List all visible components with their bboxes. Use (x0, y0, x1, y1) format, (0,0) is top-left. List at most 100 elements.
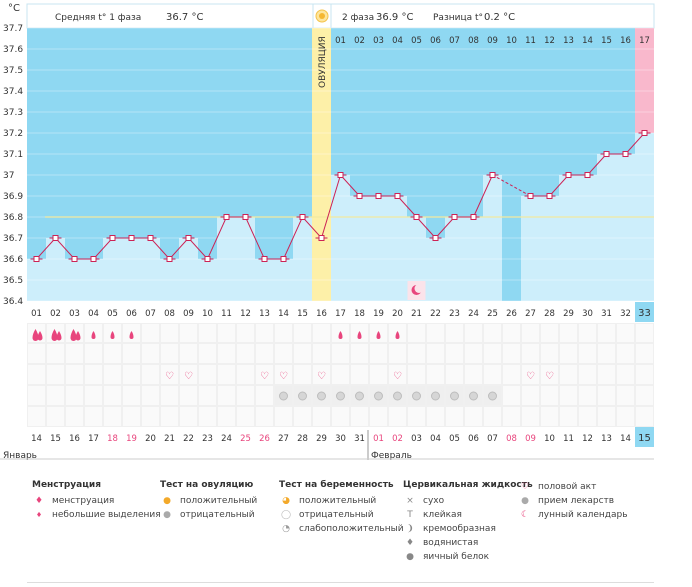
symbol-cell (141, 385, 160, 406)
symbol-cell (179, 385, 198, 406)
symbol-cell (122, 385, 141, 406)
temperature-point (166, 256, 173, 262)
luteal-day-label: 11 (525, 36, 536, 46)
symbol-cell (103, 385, 122, 406)
symbol-cell (46, 385, 65, 406)
symbol-cell (350, 343, 369, 364)
current-day-highlight (635, 302, 654, 322)
temperature-bar (369, 196, 388, 301)
luteal-day-label: 05 (411, 36, 422, 46)
symbol-cell (141, 364, 160, 385)
temperature-point (337, 172, 344, 178)
menstruation-heavy-icon (75, 331, 81, 341)
calendar-date-label: 24 (221, 434, 232, 444)
legend-item: ● положительный (160, 494, 257, 508)
symbol-cell (483, 364, 502, 385)
temperature-point (128, 235, 135, 241)
cycle-day-label: 06 (126, 309, 137, 319)
calendar-date-label: 08 (506, 434, 517, 444)
luteal-day-label: 02 (354, 36, 365, 46)
sky-column (46, 28, 65, 301)
pill-icon (488, 391, 497, 401)
cycle-day-label: 26 (506, 309, 517, 319)
legend-item: ● прием лекарств (518, 494, 628, 508)
symbol-cell (312, 406, 331, 427)
legend-pregnancy-test: Тест на беременность ◕ положительный ◯ отр… (279, 480, 404, 536)
pill-icon (469, 391, 478, 401)
pill-icon (279, 391, 288, 401)
month-start-label: Январь (3, 451, 37, 461)
menstruation-heavy-icon (70, 329, 77, 341)
temperature-point (261, 256, 268, 262)
symbol-cell (236, 364, 255, 385)
legend-label: небольшие выделения (52, 510, 161, 520)
pill-icon (374, 391, 383, 401)
heart-icon: ♡ (520, 482, 530, 492)
symbol-cell (407, 323, 426, 343)
temperature-point (356, 193, 363, 199)
symbol-cell (426, 323, 445, 343)
header-left-box (26, 3, 314, 29)
symbol-cell (445, 406, 464, 427)
temperature-bar (540, 196, 559, 301)
watery-icon: ♦ (405, 538, 415, 548)
symbol-cell (179, 364, 198, 385)
legend-label: сухо (423, 496, 445, 506)
temperature-point (242, 214, 249, 220)
symbol-cell (331, 406, 350, 427)
cycle-day-label: 21 (411, 309, 422, 319)
phase2-label: 2 фаза (342, 13, 374, 23)
cycle-day-label: 11 (221, 309, 232, 319)
calendar-date-label: 12 (582, 434, 593, 444)
calendar-date-label: 11 (563, 434, 574, 444)
symbol-cell (27, 364, 46, 385)
sun-negative-icon: ● (163, 510, 171, 520)
symbol-cell (616, 406, 635, 427)
symbol-cell (635, 406, 654, 427)
temperature-bar (179, 238, 198, 301)
symbol-cell (540, 343, 559, 364)
y-tick-label: 37.6 (3, 45, 23, 55)
temperature-bar (217, 217, 236, 301)
cycle-day-label: 22 (430, 309, 441, 319)
cycle-day-label: 17 (335, 309, 346, 319)
symbol-cell (160, 323, 179, 343)
pill-icon (393, 391, 402, 401)
temperature-bar (445, 217, 464, 301)
today-highlight (635, 427, 654, 447)
menstruation-heavy-icon (56, 331, 62, 341)
temperature-bar (141, 238, 160, 301)
menstruation-heavy-icon: ♦ (34, 496, 44, 506)
egg-white-icon: ● (406, 552, 414, 562)
luteal-day-label: 06 (430, 36, 441, 46)
temperature-point (527, 193, 534, 199)
cycle-day-label: 25 (487, 309, 498, 319)
symbol-cell (312, 343, 331, 364)
symbol-cell (578, 364, 597, 385)
y-tick-label: 37.4 (3, 87, 23, 97)
temperature-bar (521, 196, 540, 301)
month-next-label: Февраль (371, 451, 412, 461)
calendar-date-label: 09 (525, 434, 536, 444)
cycle-day-label: 20 (392, 309, 403, 319)
calendar-date-label: 13 (601, 434, 612, 444)
symbol-cell (103, 364, 122, 385)
cycle-day-label: 18 (354, 309, 365, 319)
symbol-cell (103, 406, 122, 427)
moon-icon: ☾ (520, 510, 530, 520)
symbol-cell (141, 406, 160, 427)
pill-icon (298, 391, 307, 401)
symbol-cell (27, 406, 46, 427)
temperature-point (470, 214, 477, 220)
menstruation-light-icon (338, 331, 343, 339)
temperature-bar (483, 175, 502, 301)
menstruation-light-icon (91, 331, 96, 339)
temperature-point (90, 256, 97, 262)
sky-column (198, 28, 217, 301)
symbol-cell (464, 406, 483, 427)
temperature-bar (407, 217, 426, 301)
pill-icon (450, 391, 459, 401)
cycle-day-label: 23 (449, 309, 460, 319)
symbol-cell (274, 323, 293, 343)
symbol-cell (483, 343, 502, 364)
